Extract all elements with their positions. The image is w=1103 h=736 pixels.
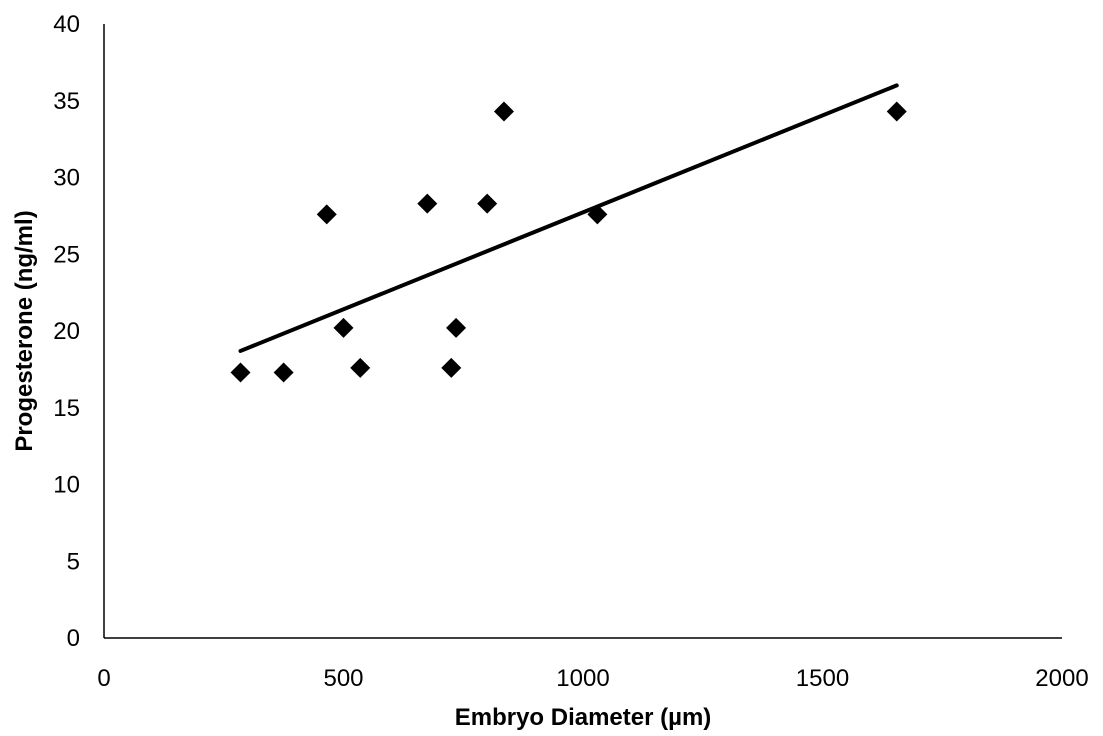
y-tick-label: 20 (53, 318, 80, 345)
data-point-diamond (477, 193, 498, 214)
y-tick-label: 30 (53, 165, 80, 192)
trendline (238, 83, 899, 353)
x-tick-label: 2000 (1035, 665, 1088, 692)
axes (103, 24, 1062, 639)
x-tick-labels: 0 500 1000 1500 2000 (97, 665, 1088, 692)
y-tick-labels: 0 5 10 15 20 25 30 35 40 (53, 11, 80, 652)
y-tick-label: 0 (67, 625, 80, 652)
y-tick-label: 5 (67, 548, 80, 575)
data-point-diamond (350, 357, 371, 378)
data-point-diamond (333, 317, 354, 338)
y-tick-label: 15 (53, 395, 80, 422)
data-points (230, 101, 907, 383)
data-point-diamond (230, 362, 251, 383)
y-tick-label: 35 (53, 88, 80, 115)
x-tick-label: 1500 (796, 665, 849, 692)
data-point-diamond (417, 193, 438, 214)
data-point-diamond (316, 204, 337, 225)
y-axis-title: Progesterone (ng/ml) (11, 210, 38, 451)
x-axis-title: Embryo Diameter (µm) (455, 704, 712, 731)
y-tick-label: 25 (53, 241, 80, 268)
data-point-diamond (441, 357, 462, 378)
x-tick-label: 0 (97, 665, 110, 692)
y-tick-label: 40 (53, 11, 80, 38)
data-point-diamond (446, 317, 467, 338)
data-point-diamond (493, 101, 514, 122)
data-point-diamond (273, 362, 294, 383)
data-point-diamond (587, 204, 608, 225)
x-tick-label: 500 (323, 665, 363, 692)
y-tick-label: 10 (53, 472, 80, 499)
trendline-group (238, 83, 899, 353)
x-tick-label: 1000 (556, 665, 609, 692)
data-point-diamond (886, 101, 907, 122)
